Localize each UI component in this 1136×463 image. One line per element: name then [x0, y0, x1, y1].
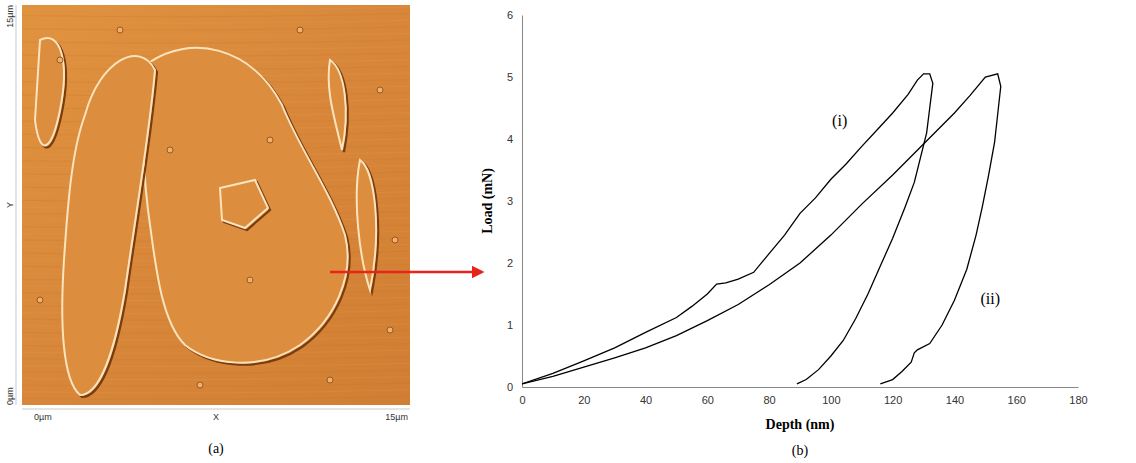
particle — [392, 237, 398, 243]
grain — [62, 56, 155, 395]
series-line — [522, 74, 933, 384]
x-tick: 100 — [822, 387, 840, 406]
x-tick-label: 120 — [884, 394, 902, 406]
particle — [167, 147, 173, 153]
y-tick: 0 — [507, 381, 522, 393]
y-axis-title: Load (mN) — [480, 168, 496, 234]
y-tick: 6 — [507, 9, 522, 21]
particle — [37, 297, 43, 303]
series-line — [522, 74, 1001, 384]
texture — [22, 396, 410, 399]
x-tick-label: 40 — [640, 394, 652, 406]
y-tick-label: 5 — [507, 71, 513, 83]
x-tick-label: 100 — [822, 394, 840, 406]
y-tick: 5 — [507, 71, 522, 83]
x-tick-label: 0 — [519, 394, 525, 406]
y-axis: 0 1 2 3 4 5 6 — [507, 9, 523, 393]
x-tick: 40 — [640, 387, 652, 406]
x-tick-label: 15µm — [385, 412, 408, 422]
x-tick: 60 — [702, 387, 714, 406]
x-tick-label: 0µm — [34, 412, 52, 422]
texture — [22, 40, 410, 43]
panel-caption: (b) — [792, 443, 809, 459]
particle — [387, 327, 393, 333]
y-axis-line — [522, 16, 523, 388]
y-tick-label: 6 — [507, 9, 513, 21]
particle — [197, 382, 203, 388]
grain — [329, 60, 346, 150]
plot-marks — [522, 74, 1001, 384]
particle — [117, 27, 123, 33]
image-background — [22, 5, 410, 405]
grain — [35, 38, 64, 145]
grain — [143, 48, 348, 363]
y-tick-label: 4 — [507, 133, 513, 145]
y-tick: 3 — [507, 195, 522, 207]
arrow — [330, 271, 482, 274]
series-label: (ii) — [980, 290, 1000, 308]
y-tick-label: 15µm — [5, 5, 15, 28]
particle — [247, 277, 253, 283]
grain — [220, 180, 268, 228]
particle — [57, 57, 63, 63]
y-tick-label: 3 — [507, 195, 513, 207]
texture — [22, 7, 410, 10]
axis-line — [22, 409, 410, 410]
particle — [377, 87, 383, 93]
afm-image — [22, 5, 410, 405]
y-axis-title: Y — [5, 202, 15, 208]
particle — [297, 27, 303, 33]
y-tick: 4 — [507, 133, 522, 145]
x-tick-label: 160 — [1008, 394, 1026, 406]
y-tick-label: 1 — [507, 319, 513, 331]
particle — [267, 137, 273, 143]
x-tick-label: 180 — [1069, 394, 1087, 406]
particle — [327, 377, 333, 383]
x-tick: 80 — [763, 387, 775, 406]
texture — [22, 20, 410, 23]
x-tick: 160 — [1008, 387, 1026, 406]
y-tick-label: 2 — [507, 257, 513, 269]
texture — [22, 27, 410, 30]
x-axis-title: X — [213, 412, 219, 422]
texture — [22, 33, 410, 36]
grain — [357, 160, 376, 290]
x-tick-label: 20 — [578, 394, 590, 406]
x-tick: 120 — [884, 387, 902, 406]
axis-line — [16, 5, 17, 405]
x-tick-label: 60 — [702, 394, 714, 406]
x-tick-label: 80 — [763, 394, 775, 406]
x-axis-line — [523, 387, 1079, 388]
x-axis-title: Depth (nm) — [766, 417, 835, 433]
texture — [22, 14, 410, 17]
y-tick-label: 0µm — [5, 387, 15, 405]
x-tick: 180 — [1069, 387, 1087, 406]
x-axis: 0 20 40 60 80 100 120 140 160 180 — [519, 387, 1087, 406]
x-tick: 140 — [946, 387, 964, 406]
series-label: (i) — [832, 112, 847, 130]
y-tick: 2 — [507, 257, 522, 269]
x-tick: 0 — [519, 387, 525, 406]
y-tick-label: 0 — [507, 381, 513, 393]
x-tick: 20 — [578, 387, 590, 406]
y-tick: 1 — [507, 319, 522, 331]
x-tick-label: 140 — [946, 394, 964, 406]
panel-caption: (a) — [208, 441, 224, 457]
